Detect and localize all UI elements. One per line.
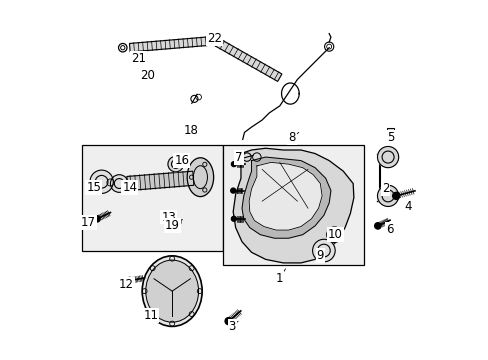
Text: 7: 7 [235, 150, 242, 163]
Ellipse shape [142, 256, 202, 327]
Circle shape [167, 156, 183, 172]
Text: 13: 13 [161, 211, 176, 224]
Text: 9: 9 [316, 249, 324, 262]
Text: 10: 10 [327, 228, 342, 241]
Polygon shape [129, 36, 214, 52]
Text: 1: 1 [275, 272, 283, 285]
Circle shape [374, 223, 380, 229]
Text: 4: 4 [404, 200, 411, 213]
Polygon shape [212, 37, 281, 81]
Bar [82, 145, 223, 251]
Ellipse shape [187, 158, 213, 197]
Text: 17: 17 [81, 216, 96, 229]
Circle shape [90, 170, 113, 193]
Circle shape [224, 318, 232, 325]
Circle shape [231, 216, 236, 221]
Circle shape [377, 185, 398, 207]
Text: 14: 14 [122, 181, 137, 194]
Polygon shape [126, 171, 194, 190]
Text: 20: 20 [140, 69, 155, 82]
Text: 12: 12 [119, 278, 134, 291]
Circle shape [377, 147, 398, 168]
Text: 6: 6 [386, 223, 393, 236]
Polygon shape [248, 162, 322, 230]
Text: 16: 16 [174, 154, 189, 167]
Circle shape [110, 175, 128, 192]
Polygon shape [233, 148, 353, 263]
Circle shape [94, 216, 100, 222]
Circle shape [230, 188, 235, 193]
Bar [386, 128, 393, 134]
Circle shape [312, 239, 334, 262]
Text: 18: 18 [183, 124, 198, 137]
Bar [223, 145, 364, 265]
Circle shape [126, 277, 133, 284]
Circle shape [326, 227, 342, 242]
Circle shape [392, 192, 399, 199]
Text: 8: 8 [288, 131, 295, 144]
Text: 3: 3 [228, 320, 235, 333]
Text: 2: 2 [381, 182, 388, 195]
Bar [386, 128, 393, 134]
Text: 19: 19 [164, 219, 179, 232]
Text: 22: 22 [206, 32, 222, 45]
Circle shape [231, 162, 236, 167]
Text: 11: 11 [143, 309, 158, 322]
Polygon shape [242, 157, 330, 238]
Text: 5: 5 [386, 131, 394, 144]
Text: 21: 21 [131, 52, 146, 65]
Ellipse shape [145, 260, 198, 322]
Text: 15: 15 [86, 181, 101, 194]
